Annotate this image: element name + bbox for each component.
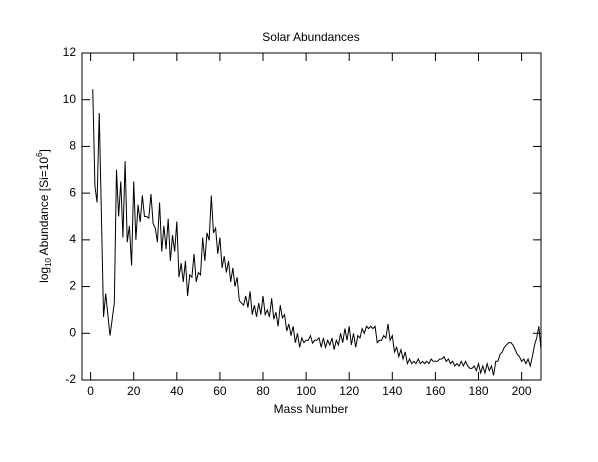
x-tick-label: 160	[425, 384, 445, 398]
x-tick-label: 140	[382, 384, 402, 398]
y-tick-label: 2	[69, 279, 76, 293]
y-axis-label: log10 Abundance [Si=106]	[35, 149, 53, 283]
x-tick-label: 100	[296, 384, 316, 398]
x-tick-label: 120	[339, 384, 359, 398]
x-tick-label: 180	[468, 384, 488, 398]
y-tick-label: 4	[69, 232, 76, 246]
y-tick-label: 10	[63, 92, 77, 106]
x-axis-label: Mass Number	[274, 402, 349, 416]
x-tick-label: 60	[213, 384, 227, 398]
x-tick-label: 80	[256, 384, 270, 398]
x-tick-label: 20	[127, 384, 141, 398]
y-tick-label: -2	[65, 372, 76, 386]
y-tick-label: 6	[69, 185, 76, 199]
y-tick-label: 8	[69, 139, 76, 153]
y-tick-label: 0	[69, 325, 76, 339]
x-tick-label: 0	[87, 384, 94, 398]
x-tick-label: 40	[170, 384, 184, 398]
y-tick-label: 12	[63, 45, 77, 59]
data-line	[92, 89, 542, 376]
chart-title: Solar Abundances	[262, 30, 359, 44]
x-tick-label: 200	[512, 384, 532, 398]
plot-frame	[81, 52, 542, 381]
